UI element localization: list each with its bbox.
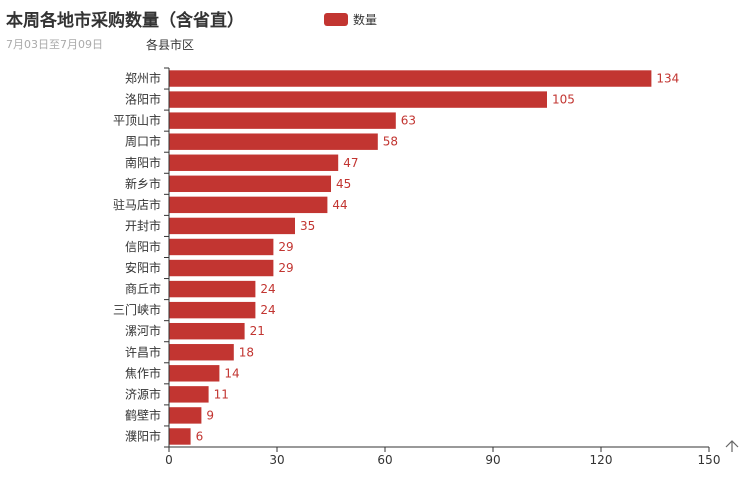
data-label: 6 xyxy=(196,429,204,443)
bar xyxy=(169,217,295,235)
plot-area: 0 30 60 90 120 150 郑州市 134 洛阳市 105 平顶山市 63 周口市 58 南阳市 4… xyxy=(113,67,721,467)
category-label: 新乡市 xyxy=(125,176,161,191)
data-label: 105 xyxy=(552,93,575,107)
category-label: 濮阳市 xyxy=(125,428,161,443)
data-label: 44 xyxy=(332,198,347,212)
bar xyxy=(169,70,652,87)
bar xyxy=(169,301,256,319)
data-label: 11 xyxy=(214,387,229,401)
x-tick-label: 150 xyxy=(698,453,721,467)
category-label: 商丘市 xyxy=(125,281,161,296)
category-label: 郑州市 xyxy=(125,71,161,86)
data-label: 58 xyxy=(383,135,398,149)
data-label: 134 xyxy=(656,72,679,86)
chart-title: 本周各地市采购数量（含省直） xyxy=(6,11,244,31)
bar xyxy=(169,322,245,340)
data-label: 24 xyxy=(260,282,275,296)
category-label: 驻马店市 xyxy=(113,197,161,212)
bar xyxy=(169,344,234,361)
data-label: 21 xyxy=(250,324,265,338)
category-label: 三门峡市 xyxy=(113,302,161,317)
bar xyxy=(169,112,396,129)
bar xyxy=(169,154,339,171)
legend-item[interactable]: 数量 xyxy=(324,11,377,28)
x-tick-label: 30 xyxy=(269,453,284,467)
bar xyxy=(169,196,328,214)
category-label: 平顶山市 xyxy=(113,113,161,128)
data-label: 45 xyxy=(336,177,351,191)
data-label: 18 xyxy=(239,345,254,359)
bar xyxy=(169,259,274,277)
data-label: 24 xyxy=(260,303,275,317)
bar xyxy=(169,91,547,108)
category-label: 安阳市 xyxy=(125,260,161,275)
bar xyxy=(169,133,378,150)
data-label: 29 xyxy=(278,240,293,254)
bar xyxy=(169,280,256,298)
category-label: 信阳市 xyxy=(125,239,161,254)
data-label: 14 xyxy=(224,366,239,380)
category-label: 南阳市 xyxy=(125,155,161,170)
bar xyxy=(169,365,220,382)
x-tick-label: 0 xyxy=(165,453,173,467)
data-label: 63 xyxy=(401,114,416,128)
data-label: 29 xyxy=(278,261,293,275)
data-label: 9 xyxy=(206,408,214,422)
x-tick-label: 60 xyxy=(377,453,392,467)
legend-swatch xyxy=(324,13,348,26)
category-label: 焦作市 xyxy=(125,365,161,380)
category-label: 许昌市 xyxy=(125,344,161,359)
category-label: 鹤壁市 xyxy=(125,407,161,422)
arrow-up-icon[interactable] xyxy=(725,440,739,452)
x-tick-label: 90 xyxy=(485,453,500,467)
x-tick-label: 120 xyxy=(590,453,613,467)
legend-label: 数量 xyxy=(353,13,378,27)
bar xyxy=(169,407,202,424)
category-label: 济源市 xyxy=(125,386,161,401)
category-label: 周口市 xyxy=(125,134,161,149)
bar xyxy=(169,428,191,445)
bar xyxy=(169,175,331,193)
data-label: 35 xyxy=(300,219,315,233)
category-label: 洛阳市 xyxy=(125,92,161,107)
y-axis-name: 各县市区 xyxy=(146,37,194,52)
category-label: 漯河市 xyxy=(125,323,161,338)
bar xyxy=(169,386,209,403)
bar xyxy=(169,238,274,256)
data-label: 47 xyxy=(343,156,358,170)
chart-subtitle: 7月03日至7月09日 xyxy=(6,38,103,51)
category-label: 开封市 xyxy=(125,218,161,233)
